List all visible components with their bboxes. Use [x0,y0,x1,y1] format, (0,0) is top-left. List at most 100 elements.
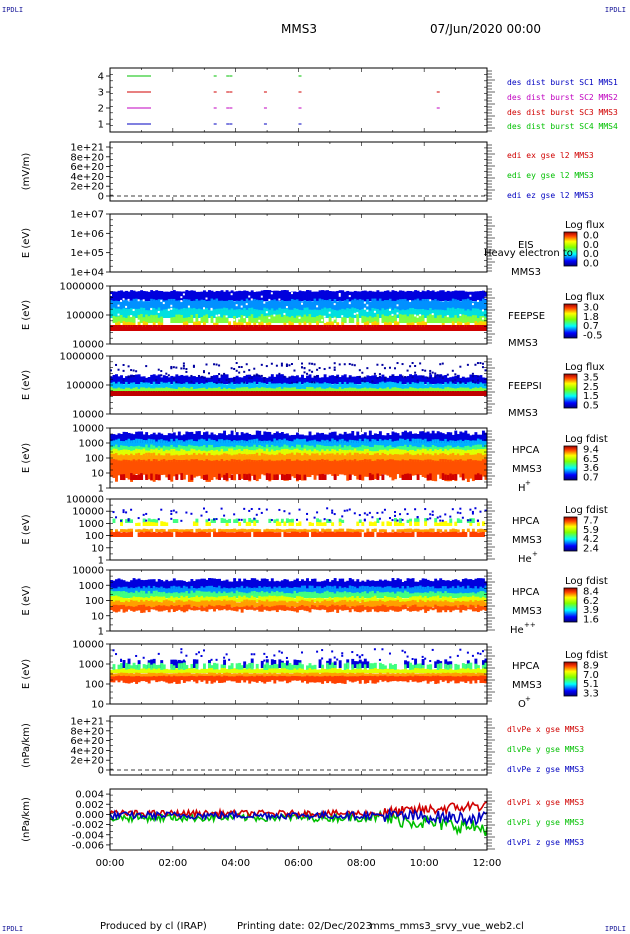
spectrogram-cell [411,387,415,392]
spectrogram-cell [127,675,131,684]
spectrogram-cell [210,585,214,594]
spectrogram-cell [479,528,483,532]
spectrogram-cell [255,673,259,677]
spectrogram-cell [285,592,289,598]
spectrogram-cell [419,300,423,311]
spectrogram-cell [459,377,463,384]
spectrogram-cell [162,391,166,396]
spectrogram-cell [461,391,465,396]
spectrogram-cell [285,459,289,481]
spectrogram-cell [466,391,470,396]
spectrogram-cell [368,673,372,677]
spectrogram-cell [373,593,377,598]
spectrogram-cell [157,450,161,456]
spectrogram-cell [132,588,136,594]
spectrogram-cell [474,673,478,677]
spectrogram-speckle [202,370,205,373]
spectrogram-cell [414,315,418,323]
spectrogram-cell [220,391,224,396]
spectrogram-cell [155,387,159,392]
spectrogram-cell [245,669,249,673]
spectrogram-cell [160,381,164,389]
spectrogram-cell [185,586,189,594]
spectrogram-cell [484,448,488,456]
spectrogram-speckle [185,368,188,371]
spectrogram-cell [353,606,357,612]
spectrogram-cell [383,601,387,607]
spectrogram-cell [301,529,304,532]
spectrogram-cell [255,384,259,389]
spectrogram-cell [321,532,325,537]
spectrogram-cell [182,531,186,537]
spectrogram-cell [431,450,435,456]
spectrogram-cell [215,322,219,327]
spectrogram-cell [228,383,232,389]
spectrogram-cell [145,597,149,602]
spectrogram-cell [223,518,227,523]
spectrogram-cell [223,587,227,594]
spectrogram-speckle [471,510,474,513]
spectrogram-cell [326,662,330,670]
spectrogram-cell [454,290,458,301]
spectrogram-cell [200,309,204,318]
spectrogram-cell [318,586,322,594]
spectrogram-cell [434,518,438,523]
spectrogram-speckle [323,518,326,521]
spectrogram-cell [202,669,206,673]
spectrogram-cell [368,310,372,318]
spectrogram-cell [162,669,166,673]
spectrogram-cell [280,587,284,594]
spectrogram-cell [127,460,131,480]
spectrogram-cell [301,455,304,462]
spectrogram-cell [416,586,420,594]
spectrogram-cell [110,382,113,389]
spectrogram-cell [363,598,367,602]
spectrogram-cell [436,460,440,475]
spectrogram-cell [152,601,156,607]
spectrogram-cell [225,384,229,389]
spectrogram-cell [202,529,206,532]
spectrogram-cell [326,598,330,602]
spectrogram-cell [439,578,443,589]
spectrogram-speckle [230,293,233,296]
spectrogram-cell [383,586,387,594]
spectrogram-cell [177,450,181,456]
spectrogram-cell [411,459,415,476]
spectrogram-cell [376,601,380,607]
spectrogram-cell [346,606,350,610]
spectrogram-cell [451,321,455,327]
spectrogram-cell [187,450,191,456]
spectrogram-cell [454,529,458,532]
spectrogram-cell [177,291,181,301]
spectrogram-speckle [441,377,444,380]
spectrogram-cell [197,673,201,677]
spectrogram-cell [484,673,488,677]
spectrogram-cell [140,431,144,443]
spectrogram-cell [243,453,247,462]
spectrogram-cell [253,672,257,677]
spectrogram-cell [243,599,247,607]
spectrogram-cell [243,325,247,331]
spectrogram-cell [285,669,289,673]
spectrogram-cell [192,587,196,594]
spectrogram-speckle [170,365,173,368]
spectrogram-speckle [167,374,170,377]
spectrogram-cell [406,532,410,537]
spectrogram-cell [253,450,257,456]
spectrogram-cell [278,532,282,537]
spectrogram-cell [285,448,289,456]
spectrogram-cell [260,377,264,384]
spectrogram-cell [474,391,478,396]
spectrogram-cell [378,298,382,311]
spectrogram-cell [406,661,410,668]
spectrogram-cell [200,673,204,677]
spectrogram-cell [208,528,211,532]
spectrogram-cell [378,445,382,452]
spectrogram-cell [429,580,433,589]
spectrogram-cell [388,521,392,526]
spectrogram-cell [396,325,400,331]
spectrogram-cell [456,449,460,456]
spectrogram-cell [187,439,191,448]
spectrogram-cell [409,673,412,677]
spectrogram-cell [361,434,365,443]
